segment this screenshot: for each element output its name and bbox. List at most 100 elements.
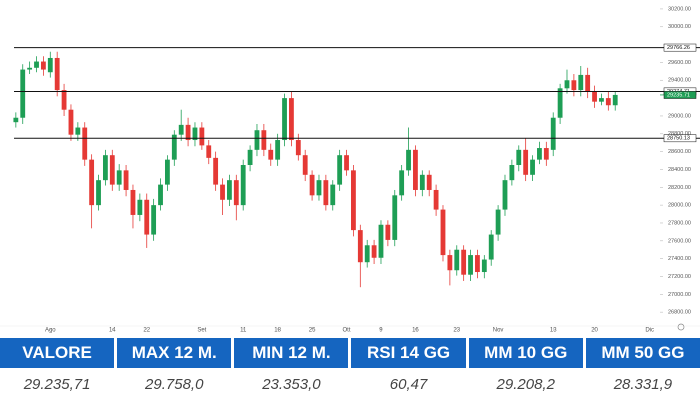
- x-tick-label: Ott: [343, 328, 351, 334]
- candle-body: [171, 134, 177, 160]
- chart: 30200.00 30000.00 29600.00 29400.00 29000.00…: [0, 6, 700, 334]
- candle-body: [550, 117, 556, 150]
- candle-body: [289, 98, 294, 141]
- candle-body: [578, 74, 584, 91]
- candle-body: [192, 127, 198, 141]
- table-cell: 28.331,9: [613, 375, 673, 393]
- table-header: RSI 14 GG: [351, 338, 466, 368]
- table-header: MIN 12 M.: [234, 338, 349, 368]
- candle-body: [399, 170, 405, 196]
- candle-body: [564, 80, 570, 89]
- y-tick-label: 28400.00: [668, 167, 691, 173]
- candle-body: [158, 184, 163, 206]
- y-tick-label: 27800.00: [668, 220, 691, 226]
- candle-body: [130, 189, 136, 215]
- candle-body: [82, 127, 88, 160]
- candle-body: [261, 130, 267, 150]
- candle-body: [502, 180, 508, 210]
- x-tick-label: Dic: [645, 328, 654, 334]
- candle-body: [213, 157, 219, 185]
- y-tick-label: 28800.00: [668, 131, 691, 137]
- candle-body: [413, 149, 418, 190]
- candle-body: [144, 199, 150, 235]
- candle-body: [178, 124, 184, 135]
- candle-body: [468, 255, 473, 275]
- candle-body: [109, 155, 115, 185]
- candle-body: [123, 170, 129, 190]
- candle-body: [199, 127, 205, 146]
- candle-body: [13, 117, 19, 123]
- candle-body: [344, 155, 349, 171]
- x-tick-label: 13: [550, 328, 557, 334]
- y-tick-label: 27400.00: [668, 256, 691, 262]
- candle-body: [523, 149, 529, 175]
- candle-body: [454, 249, 460, 271]
- candle-body: [392, 195, 398, 240]
- candle-body: [406, 149, 411, 171]
- candle-body: [247, 149, 253, 165]
- x-tick-label: 16: [412, 328, 419, 334]
- x-tick-label: Set: [197, 328, 206, 334]
- candle-body: [530, 159, 535, 175]
- candle-body: [426, 174, 432, 190]
- last-price-label: 29235.71: [667, 92, 690, 98]
- y-tick-label: 28200.00: [668, 185, 691, 191]
- candle-body: [612, 94, 618, 106]
- table-cell: 29.208,2: [496, 375, 555, 393]
- y-tick-label: 29600.00: [668, 60, 691, 66]
- level-label: 29766.26: [667, 45, 690, 51]
- y-tick-label: 29000.00: [668, 113, 691, 119]
- candle-body: [20, 69, 26, 118]
- candle-body: [302, 155, 308, 175]
- x-tick-label: 9: [379, 328, 383, 334]
- candle-body: [481, 259, 487, 273]
- candle-body: [357, 230, 363, 263]
- x-tick-label: 22: [143, 328, 150, 334]
- table-cell: 23.353,0: [262, 375, 321, 393]
- candle-body: [351, 170, 356, 231]
- candle-body: [185, 124, 191, 141]
- candle-body: [75, 127, 81, 135]
- y-tick-label: 30200.00: [668, 6, 691, 12]
- level-label: 28750.13: [667, 136, 690, 142]
- candle-body: [557, 88, 563, 118]
- candle-body: [295, 140, 301, 156]
- y-tick-label: 26800.00: [668, 310, 691, 316]
- x-tick-label: Nov: [493, 328, 504, 334]
- level-box: [663, 43, 697, 52]
- candle-body: [309, 174, 315, 196]
- candle-body: [371, 245, 377, 258]
- candle-body: [316, 180, 322, 196]
- candle-body: [40, 61, 46, 70]
- candle-body: [96, 180, 101, 206]
- y-tick-label: 27200.00: [668, 274, 691, 280]
- candle-body: [151, 205, 157, 235]
- candle-body: [34, 61, 39, 68]
- candle-body: [206, 145, 212, 158]
- y-tick-label: 30000.00: [668, 24, 691, 30]
- x-tick-label: 23: [453, 328, 460, 334]
- candle-body: [543, 148, 549, 160]
- candle-body: [68, 109, 74, 135]
- candle-body: [165, 159, 170, 185]
- candle-body: [378, 224, 384, 258]
- candle-body: [537, 148, 542, 160]
- candle-body: [233, 180, 239, 206]
- candle-body: [47, 57, 53, 73]
- candle-body: [137, 199, 143, 215]
- candle-body: [605, 98, 611, 106]
- table-cell: 29.235,71: [23, 375, 91, 393]
- candle-body: [385, 224, 391, 240]
- candle-body: [571, 80, 577, 91]
- candle-body: [323, 180, 329, 206]
- candle-body: [447, 255, 453, 271]
- candle-body: [592, 91, 597, 102]
- candle-body: [419, 174, 425, 190]
- candle-body: [227, 180, 232, 200]
- candle-body: [220, 184, 225, 200]
- candle-body: [488, 234, 494, 260]
- candle-body: [240, 165, 246, 206]
- candle-body: [254, 130, 260, 150]
- candle-body: [330, 184, 336, 206]
